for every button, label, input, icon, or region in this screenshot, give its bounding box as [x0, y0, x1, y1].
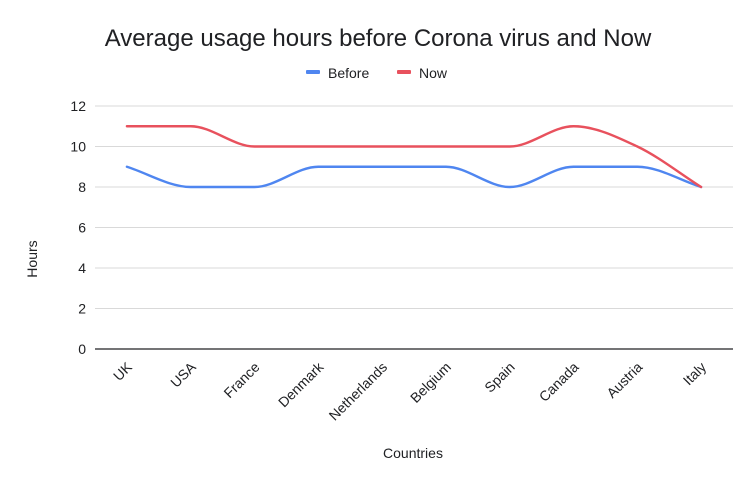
- x-tick-label: Belgium: [407, 359, 454, 406]
- x-tick-label: France: [220, 359, 262, 401]
- legend-swatch-now: [397, 70, 411, 74]
- x-tick-label: Spain: [481, 359, 518, 396]
- y-axis-ticks: 0 2 4 6 8 10 12: [70, 98, 86, 357]
- x-tick-label: Austria: [603, 359, 645, 401]
- series-line-now: [125, 125, 703, 189]
- legend: Before Now: [306, 65, 448, 81]
- x-tick-label: Italy: [680, 359, 709, 388]
- legend-label: Before: [328, 65, 369, 81]
- y-tick-label: 0: [78, 341, 86, 357]
- y-tick-label: 12: [70, 98, 86, 114]
- chart-title: Average usage hours before Corona virus …: [105, 25, 652, 52]
- y-tick-label: 6: [78, 220, 86, 236]
- x-tick-label: Canada: [536, 359, 582, 405]
- series-lines: [125, 125, 703, 189]
- legend-swatch-before: [306, 70, 320, 74]
- y-tick-label: 4: [78, 260, 86, 276]
- x-tick-label: USA: [167, 358, 199, 390]
- y-tick-label: 2: [78, 301, 86, 317]
- legend-label: Now: [419, 65, 448, 81]
- series-line-before: [125, 165, 703, 189]
- y-axis-label: Hours: [24, 240, 40, 277]
- y-tick-label: 8: [78, 179, 86, 195]
- x-tick-label: UK: [110, 358, 136, 384]
- x-tick-label: Netherlands: [326, 359, 391, 424]
- gridlines: [95, 105, 733, 350]
- x-tick-label: Denmark: [275, 358, 327, 410]
- x-axis-label: Countries: [383, 445, 443, 461]
- y-tick-label: 10: [70, 139, 86, 155]
- x-axis-ticks: UK USA France Denmark Netherlands Belgium Spai…: [110, 358, 709, 423]
